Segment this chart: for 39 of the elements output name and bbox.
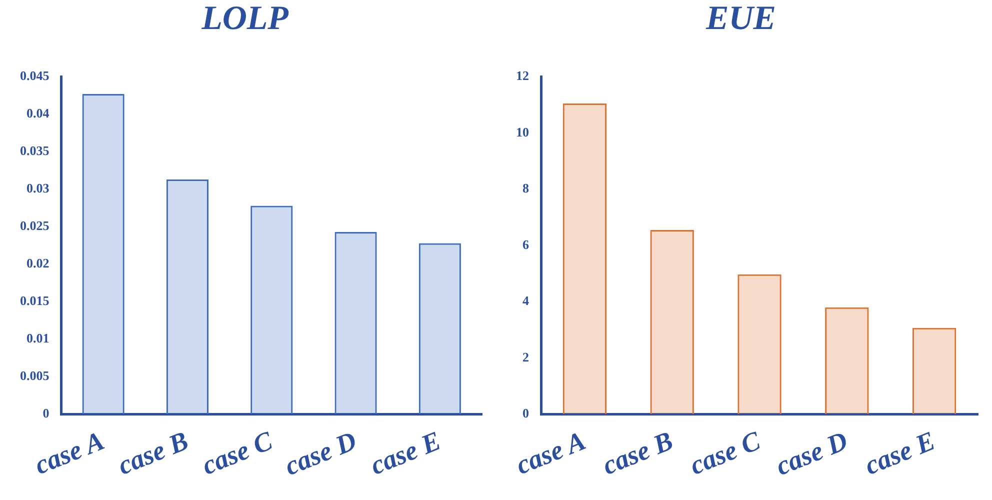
y-tick-label: 0.005 — [20, 368, 50, 384]
bar — [250, 206, 293, 414]
y-tick-label: 8 — [522, 180, 530, 196]
x-tick-label: case D — [280, 425, 361, 482]
bar — [166, 180, 209, 414]
x-tick-label: case E — [366, 425, 445, 480]
x-tick-label: case D — [772, 425, 852, 482]
y-tick-label: 0.025 — [20, 218, 50, 234]
y-tick-label: 0.045 — [20, 68, 50, 84]
y-tick-label: 10 — [516, 124, 529, 140]
bar — [334, 232, 377, 414]
bar — [82, 94, 124, 414]
chart-title: LOLP — [200, 0, 289, 38]
x-tick-label: case B — [598, 425, 677, 480]
y-tick-label: 0.015 — [20, 293, 50, 308]
y-tick-label: 0.02 — [26, 256, 50, 271]
x-tick-label: case B — [114, 425, 192, 480]
x-tick-label: case E — [860, 425, 940, 480]
y-tick-label: 0 — [42, 406, 50, 421]
bar — [418, 243, 461, 414]
y-tick-label: 0 — [522, 406, 529, 421]
bar — [738, 274, 782, 414]
x-tick-label: case A — [512, 425, 590, 480]
bar — [562, 104, 607, 414]
y-tick-label: 2 — [522, 349, 529, 364]
bar — [912, 328, 956, 414]
chart-title: EUE — [705, 0, 776, 38]
y-tick-label: 0.03 — [26, 180, 50, 196]
bar — [825, 307, 869, 414]
y-tick-label: 4 — [522, 293, 530, 308]
x-tick-label: case A — [30, 425, 108, 480]
y-tick-label: 0.01 — [26, 330, 50, 346]
bar — [650, 230, 694, 414]
y-tick-label: 6 — [522, 236, 530, 252]
x-tick-label: case C — [198, 425, 278, 480]
y-tick-label: 0.035 — [20, 143, 50, 158]
y-tick-label: 12 — [516, 68, 529, 84]
x-tick-label: case C — [686, 425, 766, 480]
y-tick-label: 0.04 — [26, 106, 50, 121]
